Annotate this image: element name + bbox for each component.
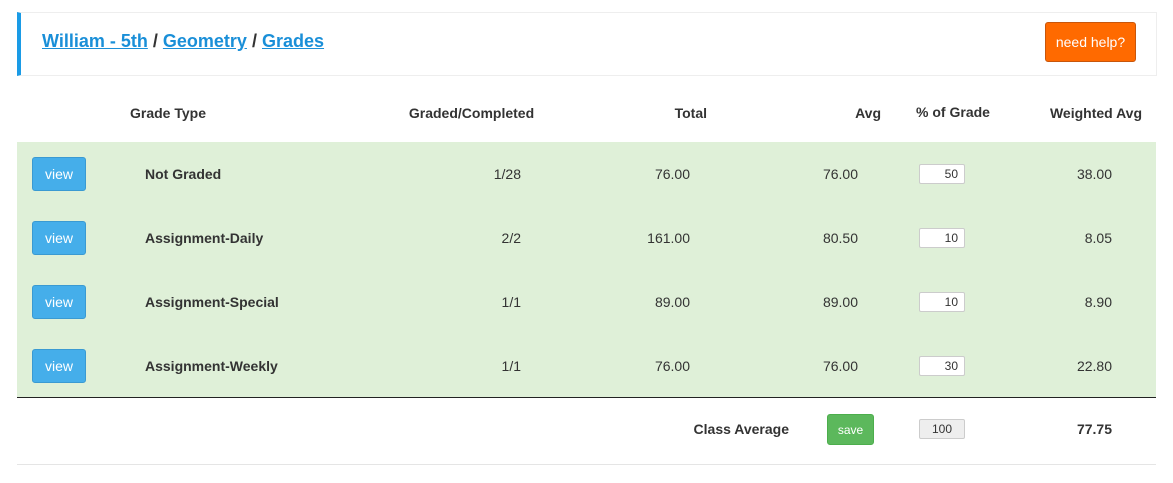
weighted-avg: 8.05 bbox=[1084, 230, 1112, 246]
weighted-avg: 38.00 bbox=[1076, 166, 1112, 182]
row-background bbox=[17, 206, 1156, 270]
percent-input[interactable]: 30 bbox=[919, 356, 965, 376]
footer-label: Class Average bbox=[693, 421, 789, 437]
weighted-avg: 8.90 bbox=[1084, 294, 1112, 310]
row-background bbox=[17, 334, 1156, 398]
view-button[interactable]: view bbox=[32, 285, 86, 319]
percent-input[interactable]: 10 bbox=[919, 292, 965, 312]
column-header: Total bbox=[674, 105, 707, 121]
grade-type: Assignment-Weekly bbox=[145, 358, 278, 374]
grade-type: Assignment-Daily bbox=[145, 230, 264, 246]
column-header: Avg bbox=[855, 105, 881, 121]
column-header: Weighted Avg bbox=[1049, 105, 1142, 121]
breadcrumb-link[interactable]: Geometry bbox=[162, 31, 247, 51]
bottom-line bbox=[17, 464, 1156, 465]
graded-completed: 2/2 bbox=[501, 230, 521, 246]
breadcrumb-link[interactable]: Grades bbox=[262, 31, 325, 51]
avg: 76.00 bbox=[822, 358, 858, 374]
row-background bbox=[17, 142, 1156, 206]
breadcrumb-link[interactable]: William - 5th bbox=[42, 31, 148, 51]
view-button[interactable]: view bbox=[32, 349, 86, 383]
column-header: Grade Type bbox=[130, 105, 206, 121]
percent-input[interactable]: 10 bbox=[919, 228, 965, 248]
separator: / bbox=[152, 31, 158, 51]
view-button[interactable]: view bbox=[32, 221, 86, 255]
grade-type: Not Graded bbox=[145, 166, 222, 182]
view-button[interactable]: view bbox=[32, 157, 86, 191]
column-header: Graded/Completed bbox=[408, 105, 535, 121]
total: 76.00 bbox=[654, 358, 690, 374]
percent-total: 100 bbox=[919, 419, 965, 439]
separator: / bbox=[251, 31, 257, 51]
divider bbox=[17, 397, 1156, 398]
grade-type: Assignment-Special bbox=[145, 294, 279, 310]
percent-input[interactable]: 50 bbox=[919, 164, 965, 184]
total: 161.00 bbox=[647, 230, 690, 246]
breadcrumb: William - 5th / Geometry / Grades bbox=[42, 31, 324, 52]
class-average: 77.75 bbox=[1076, 421, 1112, 437]
row-background bbox=[17, 270, 1156, 334]
avg: 80.50 bbox=[822, 230, 858, 246]
graded-completed: 1/1 bbox=[501, 294, 521, 310]
column-header: % of Grade bbox=[916, 104, 990, 120]
total: 89.00 bbox=[654, 294, 690, 310]
graded-completed: 1/1 bbox=[501, 358, 521, 374]
total: 76.00 bbox=[654, 166, 690, 182]
avg: 76.00 bbox=[822, 166, 858, 182]
help-button[interactable]: need help? bbox=[1045, 22, 1136, 62]
save-button[interactable]: save bbox=[827, 414, 874, 445]
header: William - 5th / Geometry / Grades need h… bbox=[17, 12, 1157, 76]
graded-completed: 1/28 bbox=[493, 166, 521, 182]
avg: 89.00 bbox=[822, 294, 858, 310]
weighted-avg: 22.80 bbox=[1076, 358, 1112, 374]
